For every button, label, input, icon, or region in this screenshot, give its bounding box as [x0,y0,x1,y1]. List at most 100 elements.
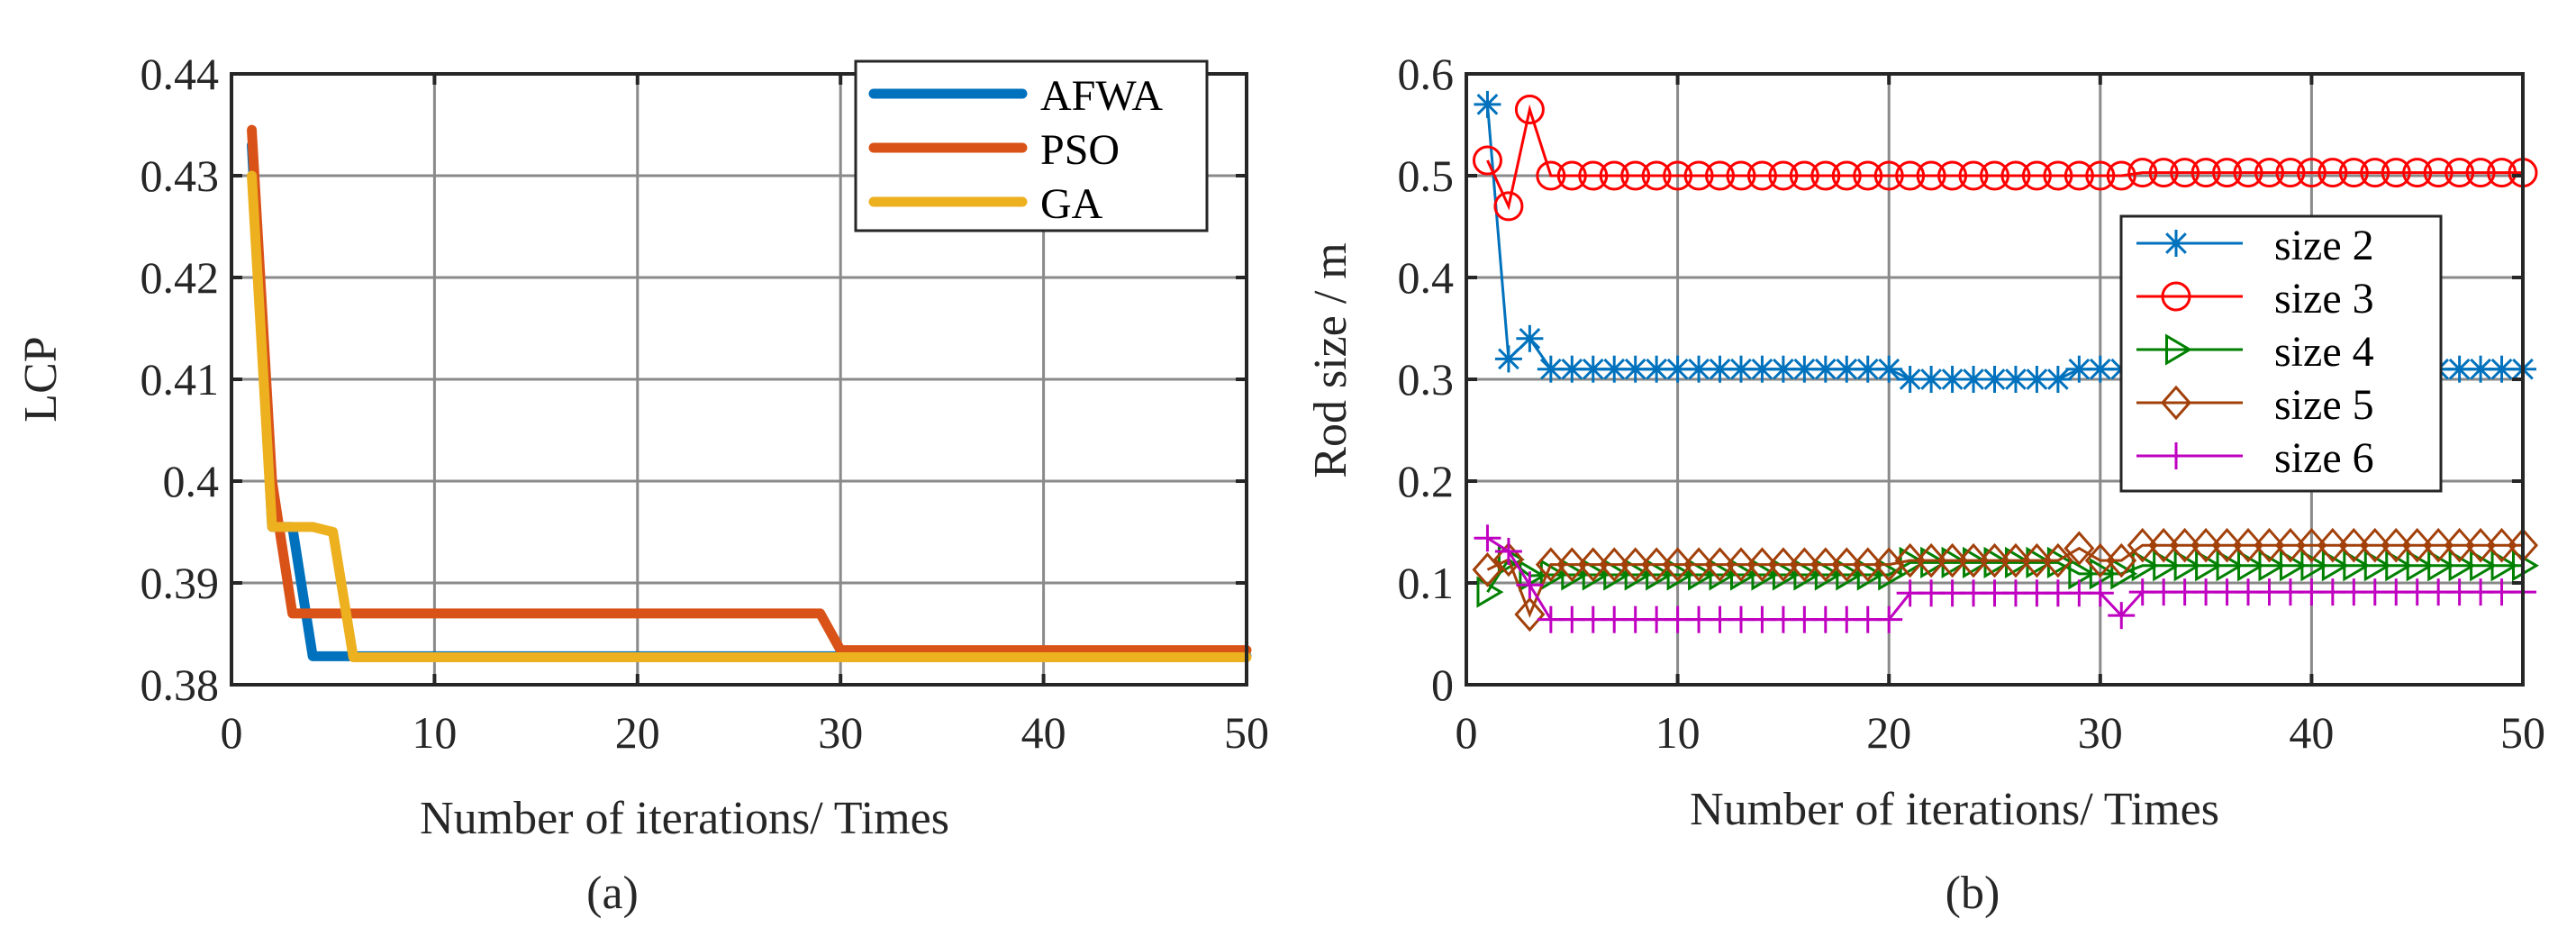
data-point-marker [1599,547,1630,582]
data-point-marker [2274,527,2306,563]
data-point-marker [1706,355,1734,383]
series-line-ga [247,170,1252,662]
data-point-marker [2043,160,2073,191]
data-point-marker [2317,527,2348,563]
data-point-marker [1746,547,1778,582]
y-tick-label: 0.43 [141,150,220,201]
marker-stroke [1666,358,1689,380]
data-point-marker [2359,527,2390,563]
marker-stroke [1561,358,1583,380]
y-tick-label: 0.4 [1398,252,1455,303]
data-point-marker [2338,527,2370,563]
x-tick-label: 30 [818,707,863,758]
data-point-marker [1556,547,1588,582]
x-tick-label: 40 [1021,707,1066,758]
data-point-marker [1916,542,1947,578]
data-point-marker [1582,559,1610,591]
data-point-marker [2191,158,2221,188]
data-point-marker [1725,547,1756,582]
data-point-marker [2465,527,2497,563]
data-point-marker [2381,527,2412,563]
data-point-marker [1831,547,1863,582]
data-point-marker [1751,559,1779,591]
data-point-marker [1683,160,1714,191]
data-point-marker [1878,559,1906,591]
data-point-marker [1979,542,2010,578]
marker-stroke [2448,358,2471,380]
series-size-6 [1474,524,2536,633]
data-point-marker [1664,355,1692,383]
data-point-marker [2233,527,2264,563]
data-point-marker [2467,355,2495,383]
data-point-marker [2000,542,2031,578]
data-point-marker [1474,524,1501,552]
data-point-marker [1853,160,1883,191]
data-point-marker [1980,160,2009,191]
marker-stroke [2165,232,2187,254]
x-tick-label: 20 [1866,707,1911,758]
x-tick-label: 50 [1224,707,1269,758]
data-point-marker [1519,559,1547,592]
marker-stroke [1983,368,2006,390]
data-point-marker [2086,579,2114,607]
panel-caption: (a) [586,868,639,919]
data-point-marker [2064,531,2095,566]
marker-stroke [1941,368,1964,390]
data-point-marker [1958,160,1989,191]
x-tick-label: 40 [2289,707,2334,758]
data-point-marker [1709,559,1737,591]
data-point-marker [1624,559,1652,591]
data-point-marker [1688,559,1716,591]
data-point-marker [1536,160,1566,191]
marker-stroke [1539,358,1562,380]
y-tick-label: 0 [1431,660,1454,710]
legend-marker-diamond [2160,385,2192,421]
data-point-marker [1663,160,1693,191]
marker-stroke [1751,358,1773,380]
data-point-marker [1603,559,1631,591]
data-point-marker [2423,158,2454,188]
x-tick-label: 0 [1456,707,1478,758]
marker-stroke [1878,358,1900,380]
series-group [247,124,1252,662]
data-point-marker [2170,158,2200,188]
marker-stroke [1793,358,1816,380]
marker-stroke [1582,358,1604,380]
chart-panel-a: 0.380.390.40.410.420.430.44 0 10 20 30 40 50 … [15,49,1269,919]
data-point-marker [2317,158,2348,188]
y-tick-label: 0.42 [141,252,220,303]
marker-stroke [2005,368,2027,390]
data-point-marker [2191,527,2222,563]
x-tick-labels: 0 10 20 30 40 50 [221,707,1270,758]
data-point-marker [1516,324,1544,352]
data-point-marker [1514,95,1545,125]
data-point-marker [1620,160,1651,191]
data-point-marker [1514,596,1546,632]
legend-label: size 3 [2274,275,2374,323]
series-line [1486,104,2523,211]
data-point-marker [2085,160,2116,191]
marker-stroke [1519,327,1541,350]
y-axis-label: Rod size / m [1305,242,1356,478]
marker-stroke [2068,358,2091,380]
marker-stroke [1498,348,1519,370]
panel-caption: (b) [1946,868,2000,919]
marker-stroke [2089,358,2111,380]
data-point-marker [1814,559,1842,591]
data-point-marker [2148,158,2179,188]
data-point-marker [1768,160,1799,191]
legend-label: size 5 [2274,381,2374,429]
series-size-5 [1472,527,2539,632]
data-point-marker [2064,160,2094,191]
marker-stroke [1856,358,1879,380]
legend-label: size 6 [2274,434,2374,482]
data-point-marker [2169,527,2200,563]
y-tick-label: 0.6 [1398,49,1455,99]
data-point-marker [2148,527,2180,563]
data-point-marker [2488,355,2516,383]
legend-label: PSO [1040,126,1120,174]
data-point-marker [1937,542,1968,578]
data-point-marker [1772,559,1800,591]
y-tick-label: 0.2 [1398,456,1455,506]
data-point-marker [2106,160,2136,191]
